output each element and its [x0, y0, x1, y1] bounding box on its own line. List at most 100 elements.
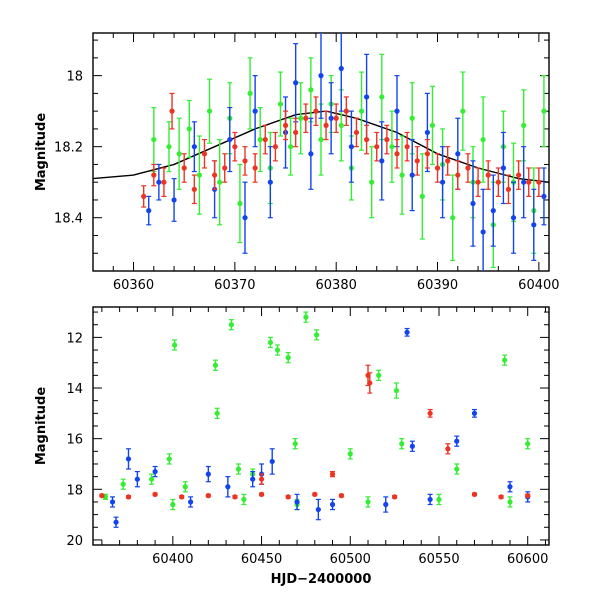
top-green-point [358, 108, 365, 114]
top-red-point [465, 165, 471, 171]
top-red-point [293, 129, 299, 136]
bottom-y-axis-label: Magnitude [34, 387, 49, 466]
top-blue-point [146, 208, 152, 214]
top-green-point [277, 101, 284, 107]
top-blue-point [338, 65, 344, 72]
top-green-point [176, 151, 182, 157]
top-green-point [206, 108, 213, 114]
bottom-red-point [338, 493, 345, 499]
top-red-point [191, 186, 197, 192]
bottom-blue-point [113, 519, 119, 525]
top-red-point [222, 165, 228, 171]
top-data-marks [141, 33, 547, 271]
top-green-point [429, 122, 436, 128]
bottom-green-point [172, 342, 178, 348]
top-red-point [141, 193, 147, 200]
top-green-point [450, 215, 456, 221]
top-blue-point [510, 215, 517, 221]
top-red-point [181, 165, 187, 171]
bottom-blue-point [507, 484, 513, 490]
bottom-red-point [525, 493, 531, 499]
top-blue-point [318, 73, 324, 79]
bottom-green-point [285, 355, 291, 361]
top-red-point [505, 186, 512, 192]
top-blue-point [394, 108, 400, 114]
top-green-point [521, 122, 527, 128]
bottom-blue-point [409, 443, 415, 449]
bottom-green-point [393, 387, 400, 394]
bottom-green-point [228, 322, 234, 328]
bottom-y-tick-label: 18 [66, 483, 83, 498]
bottom-blue-point [225, 484, 231, 490]
top-red-point [404, 144, 410, 150]
bottom-green-point [507, 499, 513, 505]
bottom-blue-point [294, 499, 300, 505]
bottom-red-point [258, 476, 265, 482]
top-panel: 60360 60370 60380 60390 60400 18 18.2 18.4 Magn… [34, 32, 560, 293]
top-red-point [495, 179, 501, 185]
bottom-red-point [445, 446, 451, 452]
top-x-tick-label: 60360 [113, 278, 154, 293]
top-red-point [455, 172, 461, 178]
top-green-point [151, 136, 157, 143]
bottom-red-point [285, 494, 291, 500]
bottom-red-point [232, 494, 238, 500]
bottom-red-point [498, 494, 504, 500]
bottom-green-point [525, 441, 531, 447]
bottom-blue-point [250, 476, 256, 482]
bottom-green-point [399, 441, 405, 447]
bottom-blue-point [383, 501, 389, 508]
top-blue-point [521, 179, 527, 185]
top-red-point [434, 165, 441, 171]
bottom-green-point [303, 314, 309, 320]
bottom-panel: 60400 60450 60500 60550 60600 12 14 16 18 20 Magn… [34, 306, 550, 587]
top-red-point [475, 179, 481, 185]
top-blue-point [227, 136, 233, 143]
top-blue-point [171, 197, 177, 203]
top-x-tick-label: 60380 [316, 278, 357, 293]
bottom-green-point [347, 451, 353, 457]
bottom-data-marks [99, 311, 531, 528]
top-blue-point [267, 179, 273, 185]
top-blue-point [531, 222, 537, 228]
bottom-y-tick-label: 16 [66, 433, 83, 448]
top-red-point [394, 151, 400, 157]
bottom-blue-point [134, 476, 140, 482]
top-x-tick-label: 60390 [417, 278, 458, 293]
top-green-point [166, 144, 172, 150]
top-red-point [262, 136, 268, 143]
top-red-point [151, 172, 157, 178]
bottom-red-point [427, 410, 433, 416]
top-green-point [217, 179, 223, 185]
top-green-point [419, 193, 425, 200]
bottom-red-point [205, 493, 211, 499]
top-blue-point [490, 208, 496, 214]
bottom-x-tick-label: 60550 [418, 552, 459, 567]
bottom-blue-point [269, 458, 275, 465]
bottom-green-point [292, 441, 298, 447]
top-blue-point [364, 94, 370, 100]
top-green-point [338, 122, 344, 128]
bottom-blue-point [454, 438, 460, 444]
top-blue-point [455, 151, 461, 157]
top-red-point [343, 108, 349, 114]
top-red-point [212, 172, 218, 178]
top-y-tick-label: 18.2 [54, 141, 83, 156]
top-green-point [318, 136, 324, 143]
bottom-blue-point [109, 499, 116, 505]
top-red-point [313, 108, 319, 114]
bottom-green-point [376, 372, 382, 378]
top-green-point [369, 179, 375, 185]
top-red-point [424, 151, 430, 157]
top-x-tick-label: 60400 [518, 278, 559, 293]
bottom-green-point [182, 484, 188, 490]
top-blue-point [440, 179, 446, 185]
bottom-green-point [235, 466, 242, 472]
bottom-blue-point [404, 329, 410, 335]
bottom-red-point [152, 491, 158, 497]
bottom-green-point [214, 410, 220, 416]
top-blue-point [252, 108, 258, 114]
bottom-blue-point [329, 501, 336, 508]
bottom-green-point [267, 339, 274, 346]
